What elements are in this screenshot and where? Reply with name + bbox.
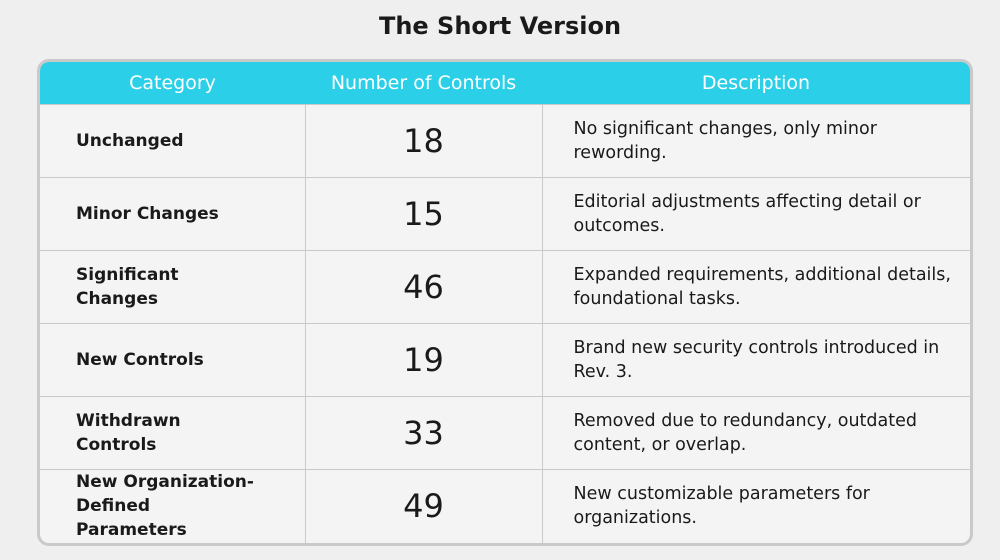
category-cell: Minor Changes bbox=[40, 176, 305, 251]
table-frame: Category Number of Controls Description Un… bbox=[37, 59, 973, 546]
column-header: Description bbox=[542, 62, 970, 105]
category-cell: New Organization-Defined Parameters bbox=[40, 468, 305, 543]
count-cell: 19 bbox=[304, 322, 542, 397]
count-cell: 18 bbox=[304, 104, 542, 178]
header-row: Category Number of Controls Description bbox=[40, 62, 970, 105]
description-cell: Editorial adjustments affecting detail o… bbox=[541, 176, 970, 251]
table-row: Significant Changes 46 Expanded requiremen… bbox=[40, 249, 970, 324]
count-cell: 46 bbox=[304, 249, 542, 324]
table: Category Number of Controls Description Un… bbox=[40, 62, 970, 543]
description-cell: New customizable parameters for organiza… bbox=[541, 468, 970, 543]
category-cell: New Controls bbox=[40, 322, 305, 397]
table-row: Withdrawn Controls 33 Removed due to redun… bbox=[40, 395, 970, 470]
table-row: New Controls 19 Brand new security control… bbox=[40, 322, 970, 397]
description-cell: Brand new security controls introduced i… bbox=[541, 322, 970, 397]
table-row: Unchanged 18 No significant changes, only … bbox=[40, 104, 970, 178]
category-cell: Significant Changes bbox=[40, 249, 305, 324]
description-cell: Removed due to redundancy, outdated cont… bbox=[541, 395, 970, 470]
category-cell: Unchanged bbox=[40, 104, 305, 178]
description-cell: No significant changes, only minor rewor… bbox=[541, 104, 970, 178]
description-cell: Expanded requirements, additional detail… bbox=[541, 249, 970, 324]
count-cell: 33 bbox=[304, 395, 542, 470]
category-cell: Withdrawn Controls bbox=[40, 395, 305, 470]
table-row: New Organization-Defined Parameters 49 New… bbox=[40, 468, 970, 543]
column-header: Number of Controls bbox=[305, 62, 542, 105]
table-body: Unchanged 18 No significant changes, only … bbox=[40, 104, 970, 543]
count-cell: 15 bbox=[304, 176, 542, 251]
table-row: Minor Changes 15 Editorial adjustments aff… bbox=[40, 176, 970, 251]
column-header: Category bbox=[40, 62, 305, 105]
count-cell: 49 bbox=[304, 468, 542, 543]
title: The Short Version bbox=[378, 12, 622, 40]
